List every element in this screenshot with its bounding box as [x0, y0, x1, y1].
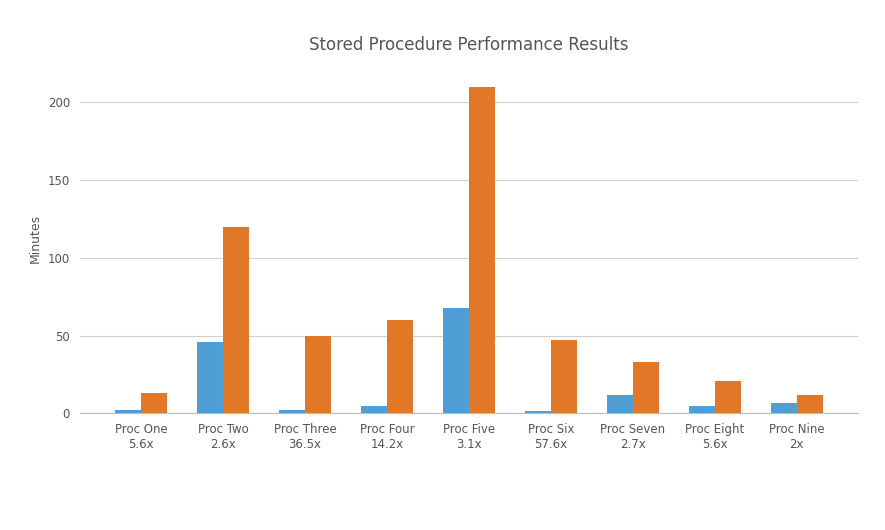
Bar: [387, 320, 413, 413]
Bar: [551, 340, 577, 413]
Legend: InterSystems, Sybase: InterSystems, Sybase: [368, 525, 570, 530]
Bar: [715, 381, 741, 413]
Bar: [115, 410, 142, 413]
Bar: [633, 362, 659, 413]
Bar: [279, 410, 305, 413]
Y-axis label: Minutes: Minutes: [29, 214, 42, 263]
Bar: [796, 395, 823, 413]
Bar: [689, 405, 715, 413]
Bar: [197, 342, 223, 413]
Bar: [305, 335, 331, 413]
Bar: [223, 227, 250, 413]
Bar: [607, 395, 633, 413]
Bar: [525, 411, 551, 413]
Bar: [142, 393, 167, 413]
Bar: [442, 308, 469, 413]
Bar: [361, 405, 387, 413]
Bar: [469, 87, 496, 413]
Title: Stored Procedure Performance Results: Stored Procedure Performance Results: [309, 36, 629, 54]
Bar: [771, 403, 797, 413]
